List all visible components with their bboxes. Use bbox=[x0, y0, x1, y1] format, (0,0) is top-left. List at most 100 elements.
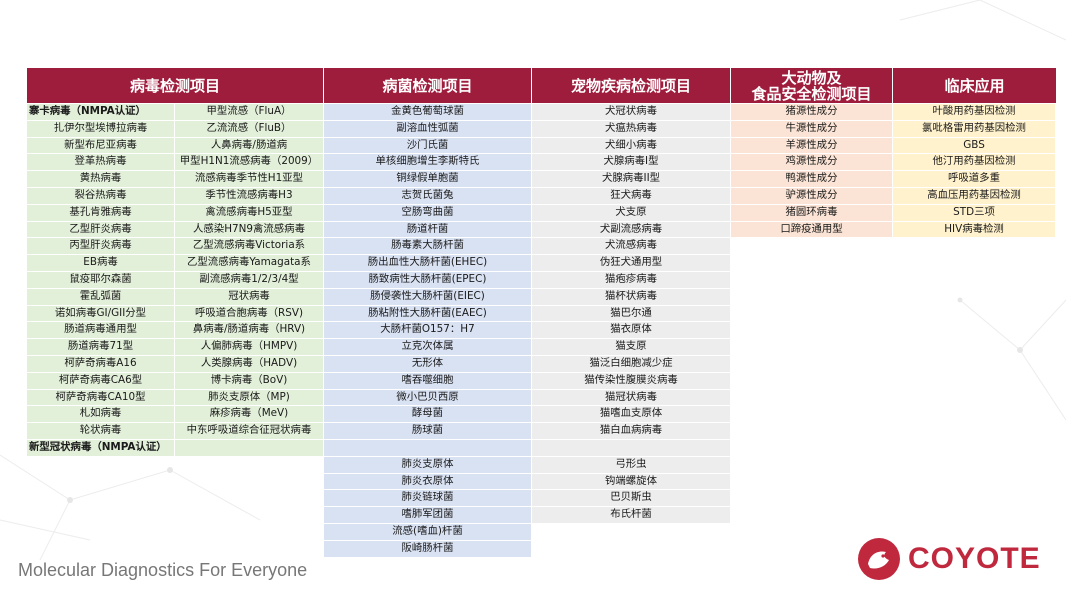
table-row: STD三项 bbox=[893, 204, 1056, 222]
table-row: 鼠疫耶尔森菌 副流感病毒1/2/3/4型 bbox=[27, 271, 324, 289]
table-row: 流感(嗜血)杆菌 bbox=[324, 523, 532, 541]
table-row: 犬细小病毒 bbox=[532, 137, 731, 155]
table-row: 猫泛白细胞减少症 bbox=[532, 355, 731, 373]
table-cell: 人感染H7N9禽流感病毒 bbox=[175, 221, 324, 239]
table-row: 驴源性成分 bbox=[731, 187, 893, 205]
table-cell: 猫衣原体 bbox=[532, 322, 731, 340]
table-row: 轮状病毒 中东呼吸道综合征冠状病毒 bbox=[27, 423, 324, 440]
table-cell: 肠毒素大肠杆菌 bbox=[324, 238, 532, 256]
table-row: 诺如病毒GI/GII分型 呼吸道合胞病毒（RSV) bbox=[27, 305, 324, 323]
table-row: 登革热病毒 甲型H1N1流感病毒（2009） bbox=[27, 154, 324, 172]
table-cell: 立克次体属 bbox=[324, 339, 532, 356]
table-cell: 猫冠状病毒 bbox=[532, 389, 731, 407]
table-row: 立克次体属 bbox=[324, 339, 532, 356]
table-row: 钩端螺旋体 bbox=[532, 473, 731, 491]
table-cell: 鼠疫耶尔森菌 bbox=[27, 271, 175, 289]
table-row: 副溶血性弧菌 bbox=[324, 120, 532, 138]
table-cell: 柯萨奇病毒CA10型 bbox=[27, 389, 175, 407]
table-row: 羊源性成分 bbox=[731, 137, 893, 155]
table-row: 基孔肯雅病毒 禽流感病毒H5亚型 bbox=[27, 204, 324, 222]
table-row: 黄热病毒 流感病毒季节性H1亚型 bbox=[27, 171, 324, 188]
clinical-table: 叶酸用药基因检测 氯吡格雷用药基因检测 GBS 他汀用药基因检测 呼吸道多重 高血压用药基… bbox=[893, 104, 1056, 239]
table-row: 裂谷热病毒 季节性流感病毒H3 bbox=[27, 187, 324, 205]
pet-column: 宠物疾病检测项目 犬冠状病毒 犬瘟热病毒 犬细小病毒 犬腺病毒I型 犬腺病毒II型 狂犬病… bbox=[532, 68, 731, 524]
table-cell: 肠出血性大肠杆菌(EHEC) bbox=[324, 255, 532, 272]
table-cell: 札如病毒 bbox=[27, 406, 175, 424]
table-cell: 布氏杆菌 bbox=[532, 507, 731, 524]
table-cell: 副溶血性弧菌 bbox=[324, 120, 532, 138]
table-cell: 犬流感病毒 bbox=[532, 238, 731, 256]
table-row: 猫白血病病毒 bbox=[532, 423, 731, 440]
table-cell: 肠道病毒71型 bbox=[27, 339, 175, 356]
table-row: 氯吡格雷用药基因检测 bbox=[893, 120, 1056, 138]
table-cell bbox=[324, 439, 532, 457]
coyote-logo-icon bbox=[858, 538, 900, 580]
table-cell: 驴源性成分 bbox=[731, 187, 893, 205]
table-row: 肠侵袭性大肠杆菌(EIEC) bbox=[324, 288, 532, 306]
table-row: 猫杯状病毒 bbox=[532, 288, 731, 306]
table-row: 猫支原 bbox=[532, 339, 731, 356]
table-cell: 基孔肯雅病毒 bbox=[27, 204, 175, 222]
table-cell: 丙型肝炎病毒 bbox=[27, 238, 175, 256]
table-cell: 猫传染性腹膜炎病毒 bbox=[532, 372, 731, 390]
table-cell: 肠道杆菌 bbox=[324, 221, 532, 239]
bacteria-column: 病菌检测项目 金黄色葡萄球菌 副溶血性弧菌 沙门氏菌 单核细胞增生李斯特氏 铜绿假单胞菌… bbox=[324, 68, 532, 558]
table-row: 札如病毒 麻疹病毒（MeV) bbox=[27, 406, 324, 424]
table-row: 空肠弯曲菌 bbox=[324, 204, 532, 222]
table-cell: 呼吸道多重 bbox=[893, 171, 1056, 188]
table-cell: HIV病毒检测 bbox=[893, 221, 1056, 239]
table-row: 金黄色葡萄球菌 bbox=[324, 104, 532, 121]
table-row: 犬瘟热病毒 bbox=[532, 120, 731, 138]
table-cell: 犬冠状病毒 bbox=[532, 104, 731, 121]
table-cell: 猫嗜血支原体 bbox=[532, 406, 731, 424]
table-row: 犬支原 bbox=[532, 204, 731, 222]
table-cell: 呼吸道合胞病毒（RSV) bbox=[175, 305, 324, 323]
animal-header-line1: 大动物及 bbox=[781, 68, 842, 87]
table-row: 柯萨奇病毒CA6型 博卡病毒（BoV) bbox=[27, 372, 324, 390]
table-cell: 轮状病毒 bbox=[27, 423, 175, 440]
table-cell bbox=[532, 439, 731, 457]
table-row: 牛源性成分 bbox=[731, 120, 893, 138]
table-cell: 季节性流感病毒H3 bbox=[175, 187, 324, 205]
table-cell: EB病毒 bbox=[27, 255, 175, 272]
table-row: 寨卡病毒（NMPA认证） 甲型流感（FluA） bbox=[27, 104, 324, 121]
table-row: 布氏杆菌 bbox=[532, 507, 731, 524]
table-row: 新型冠状病毒（NMPA认证） bbox=[27, 439, 324, 457]
table-cell: 副流感病毒1/2/3/4型 bbox=[175, 271, 324, 289]
table-cell: 氯吡格雷用药基因检测 bbox=[893, 120, 1056, 138]
table-row: 肠粘附性大肠杆菌(EAEC) bbox=[324, 305, 532, 323]
table-cell: 猫泛白细胞减少症 bbox=[532, 355, 731, 373]
clinical-header: 临床应用 bbox=[893, 68, 1056, 103]
table-cell: 酵母菌 bbox=[324, 406, 532, 424]
table-cell: 犬腺病毒I型 bbox=[532, 154, 731, 172]
table-row bbox=[532, 439, 731, 457]
table-row: 肠道病毒通用型 鼻病毒/肠道病毒（HRV) bbox=[27, 322, 324, 340]
table-row: 狂犬病毒 bbox=[532, 187, 731, 205]
table-cell: STD三项 bbox=[893, 204, 1056, 222]
table-cell: 乙型流感病毒Victoria系 bbox=[175, 238, 324, 256]
table-cell: 叶酸用药基因检测 bbox=[893, 104, 1056, 121]
table-cell: 犬细小病毒 bbox=[532, 137, 731, 155]
clinical-column: 临床应用 叶酸用药基因检测 氯吡格雷用药基因检测 GBS 他汀用药基因检测 呼吸道多重高… bbox=[893, 68, 1056, 239]
table-row: 嗜肺军团菌 bbox=[324, 507, 532, 524]
table-row: 巴贝斯虫 bbox=[532, 490, 731, 508]
virus-header: 病毒检测项目 bbox=[27, 68, 324, 103]
animal-header-line2: 食品安全检测项目 bbox=[751, 84, 872, 103]
pet-header: 宠物疾病检测项目 bbox=[532, 68, 731, 103]
table-cell: 微小巴贝西原 bbox=[324, 389, 532, 407]
table-row: 志贺氏菌兔 bbox=[324, 187, 532, 205]
coyote-logo: COYOTE bbox=[856, 536, 1041, 582]
table-cell: 乙流流感（FluB） bbox=[175, 120, 324, 138]
table-cell: 犬支原 bbox=[532, 204, 731, 222]
virus-table: 寨卡病毒（NMPA认证） 甲型流感（FluA） 扎伊尔型埃博拉病毒 乙流流感（FluB… bbox=[27, 104, 324, 457]
table-row: 弓形虫 bbox=[532, 456, 731, 474]
table-row: 猫冠状病毒 bbox=[532, 389, 731, 407]
table-cell: 肺炎衣原体 bbox=[324, 473, 532, 491]
table-row: 肠道病毒71型 人偏肺病毒（HMPV) bbox=[27, 339, 324, 356]
animal-column: 大动物及 食品安全检测项目 猪源性成分 牛源性成分 羊源性成分 鸡源性成分 鸭源性成分驴… bbox=[731, 68, 893, 239]
pet-table: 犬冠状病毒 犬瘟热病毒 犬细小病毒 犬腺病毒I型 犬腺病毒II型 狂犬病毒 犬支原 犬副流感病… bbox=[532, 104, 731, 524]
table-row: 犬腺病毒II型 bbox=[532, 171, 731, 188]
table-row: 丙型肝炎病毒 乙型流感病毒Victoria系 bbox=[27, 238, 324, 256]
table-row: 犬流感病毒 bbox=[532, 238, 731, 256]
table-row: 肠毒素大肠杆菌 bbox=[324, 238, 532, 256]
